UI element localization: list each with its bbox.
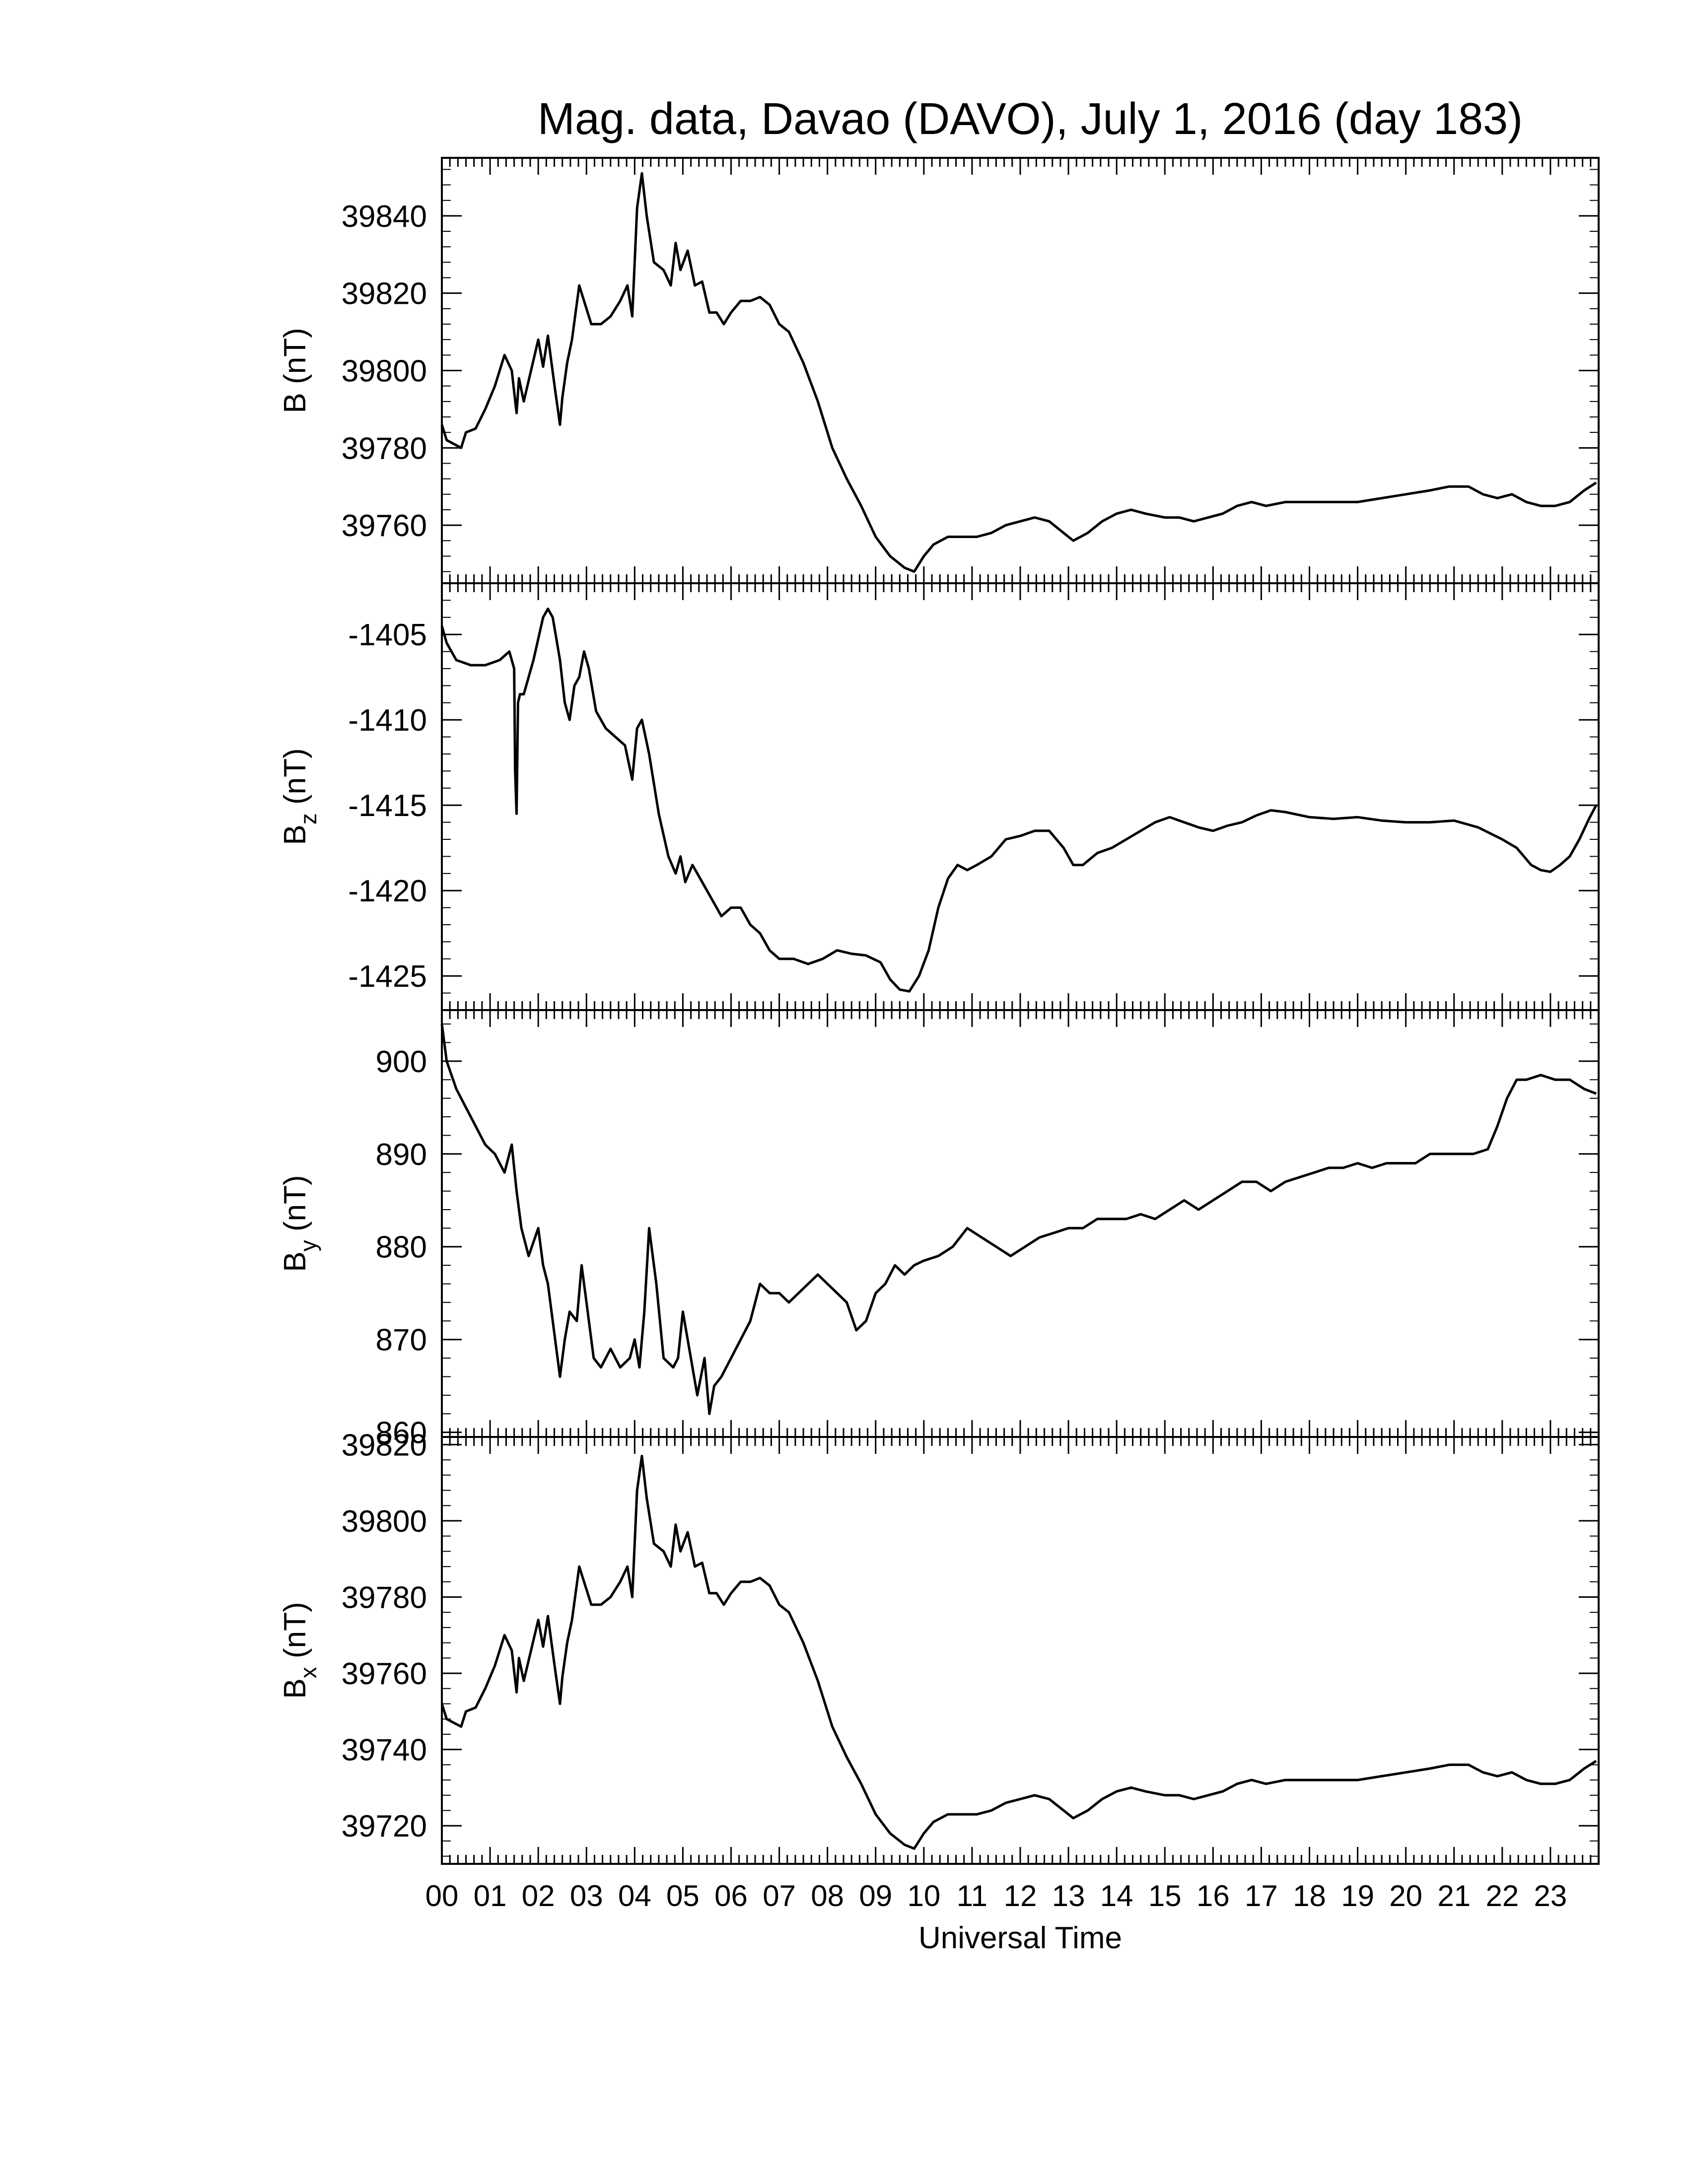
- x-tick-label: 09: [859, 1879, 892, 1912]
- x-tick-label: 16: [1196, 1879, 1230, 1912]
- y-tick-label: 900: [376, 1045, 427, 1079]
- y-axis-label: Bz (nT): [278, 748, 321, 845]
- y-tick-label: -1410: [348, 703, 427, 738]
- y-axis-label: Bx (nT): [278, 1602, 321, 1699]
- x-axis-label: Universal Time: [918, 1921, 1122, 1955]
- x-tick-label: 12: [1004, 1879, 1037, 1912]
- x-tick-label: 04: [618, 1879, 651, 1912]
- x-tick-label: 11: [957, 1879, 987, 1912]
- x-tick-label: 01: [474, 1879, 507, 1912]
- y-tick-label: -1425: [348, 959, 427, 994]
- y-tick-label: 39740: [342, 1733, 427, 1768]
- x-tick-label: 15: [1148, 1879, 1182, 1912]
- panel-4: 39720 39740 39760 39780 39800 39820 Bx (nT): [278, 1428, 1600, 1865]
- y-tick-label: 870: [376, 1323, 427, 1358]
- x-tick-label: 23: [1534, 1879, 1567, 1912]
- x-tick-label: 05: [666, 1879, 700, 1912]
- x-tick-label: 19: [1341, 1879, 1374, 1912]
- series-line: [440, 1454, 1597, 1850]
- x-tick-label: 20: [1389, 1879, 1422, 1912]
- x-tick-label: 17: [1245, 1879, 1278, 1912]
- y-tick-label: 39820: [342, 1428, 427, 1462]
- y-tick-label: 39800: [342, 354, 427, 389]
- x-tick-label: 03: [570, 1879, 603, 1912]
- y-tick-label: 39820: [342, 277, 427, 311]
- x-axis: 00 01 02 03 04 05 06 07 08 09 10 11 12 13 14 15 16 17 18 19…: [425, 1879, 1567, 1912]
- x-tick-label: 00: [425, 1879, 459, 1912]
- series-line: [440, 608, 1598, 993]
- series-line: [440, 1024, 1597, 1415]
- series-line: [440, 172, 1597, 573]
- y-tick-label: 39760: [342, 1657, 427, 1691]
- y-tick-label: 880: [376, 1230, 427, 1265]
- y-tick-label: 39780: [342, 1581, 427, 1615]
- y-tick-label: -1420: [348, 874, 427, 908]
- y-tick-label: 39780: [342, 431, 427, 466]
- x-tick-label: 18: [1293, 1879, 1326, 1912]
- chart-title: Mag. data, Davao (DAVO), July 1, 2016 (d…: [538, 94, 1523, 144]
- x-tick-label: 07: [763, 1879, 796, 1912]
- x-tick-label: 13: [1052, 1879, 1085, 1912]
- y-tick-label: 39800: [342, 1504, 427, 1539]
- x-tick-label: 06: [714, 1879, 748, 1912]
- y-tick-label: -1405: [348, 618, 427, 652]
- x-tick-label: 14: [1100, 1879, 1133, 1912]
- y-tick-label: 860: [376, 1416, 427, 1450]
- y-tick-label: 890: [376, 1138, 427, 1172]
- x-tick-label: 08: [811, 1879, 844, 1912]
- y-tick-label: 39840: [342, 200, 427, 234]
- x-tick-label: 02: [522, 1879, 555, 1912]
- panel-1: 39760 39780 39800 39820 39840 B (nT): [278, 157, 1600, 584]
- y-tick-label: -1415: [348, 789, 427, 823]
- y-tick-label: 39760: [342, 509, 427, 543]
- y-tick-label: 39720: [342, 1809, 427, 1843]
- panel-2: -1425 -1420 -1415 -1410 -1405 Bz (nT): [278, 582, 1600, 1011]
- y-axis-label: B (nT): [278, 328, 312, 413]
- x-tick-label: 22: [1485, 1879, 1519, 1912]
- x-tick-label: 21: [1437, 1879, 1471, 1912]
- x-tick-label: 10: [907, 1879, 940, 1912]
- y-axis-label: By (nT): [278, 1175, 321, 1272]
